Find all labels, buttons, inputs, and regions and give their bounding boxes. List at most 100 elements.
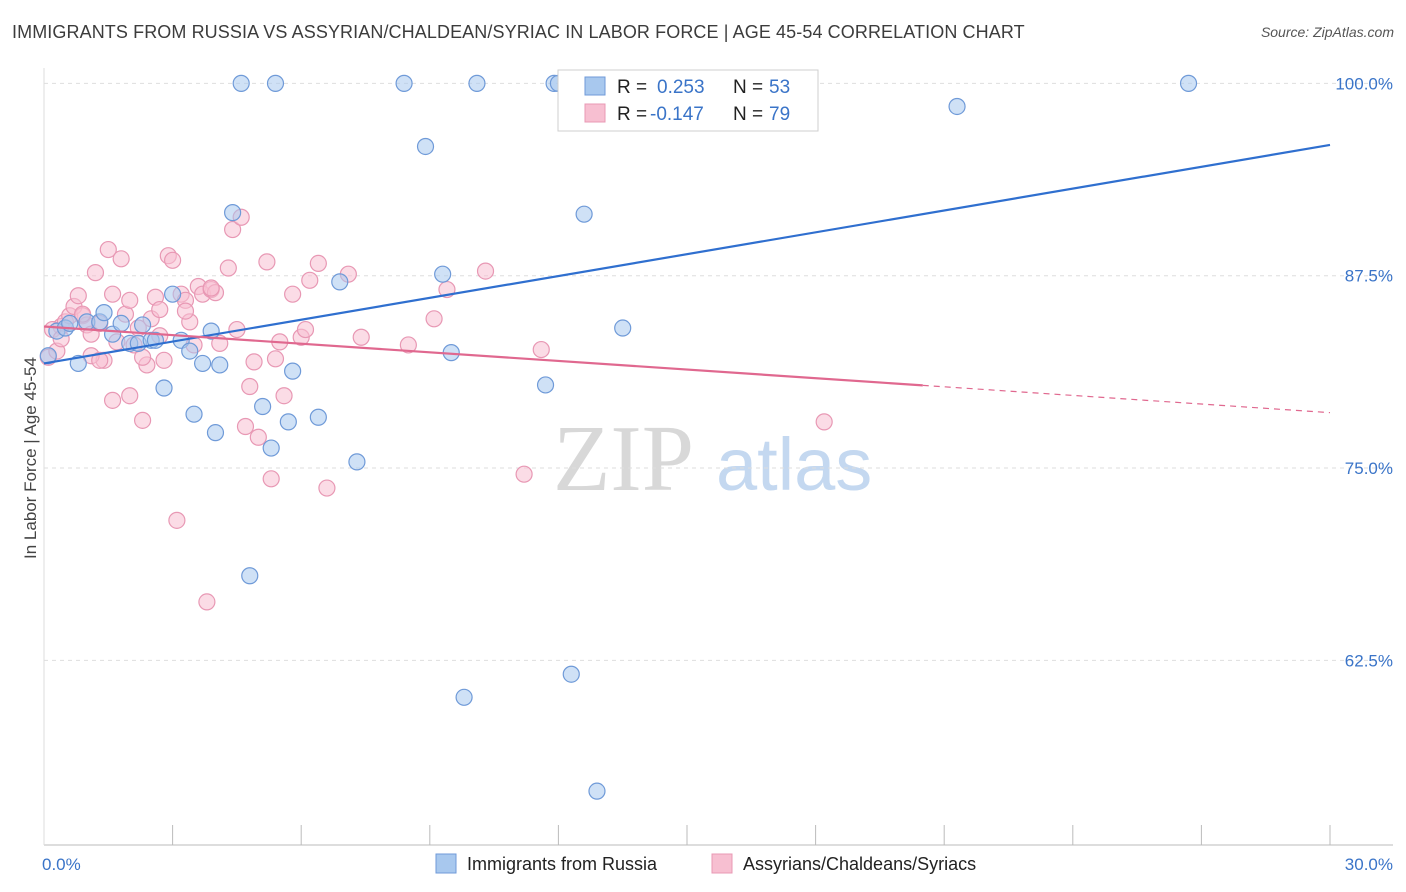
russia-point-40: [468, 74, 486, 92]
y-axis-label: In Labor Force | Age 45-54: [21, 357, 40, 559]
assyrians-point-29: [168, 511, 186, 529]
russia-point-18: [181, 342, 199, 360]
assyrians-point-70: [202, 279, 220, 297]
russia-point-4: [69, 354, 87, 373]
legend-label-russia: Immigrants from Russia: [467, 854, 658, 874]
assyrians-point-66: [815, 413, 833, 431]
stats-n-value-blue: 53: [769, 77, 790, 98]
russia-point-39: [455, 688, 473, 706]
russia-point-9: [112, 314, 130, 333]
assyrians-point-45: [245, 353, 263, 371]
legend-label-assyrians: Assyrians/Chaldeans/Syriacs: [743, 854, 976, 874]
source-credit: Source: ZipAtlas.com: [1260, 24, 1394, 40]
x-tick-label-min: 0.0%: [42, 855, 81, 874]
russia-point-44: [562, 665, 580, 683]
russia-point-27: [254, 397, 272, 416]
assyrians-point-57: [318, 479, 336, 497]
russia-point-45: [575, 205, 593, 223]
assyrians-point-48: [262, 470, 280, 488]
assyrians-point-54: [296, 320, 315, 339]
stats-n-label-pink: N =: [733, 104, 763, 125]
stats-swatch-blue: [584, 76, 606, 96]
assyrians-point-75: [121, 291, 139, 309]
russia-point-16: [164, 285, 182, 303]
bottom-legend: Immigrants from Russia Assyrians/Chaldea…: [435, 853, 976, 874]
assyrians-point-6: [69, 287, 87, 305]
assyrians-point-16: [112, 250, 130, 268]
russia-point-41: [536, 376, 555, 394]
russia-point-22: [206, 424, 225, 442]
legend-swatch-russia: [435, 853, 457, 874]
assyrians-point-40: [219, 259, 237, 277]
russia-point-48: [614, 319, 632, 337]
russia-point-20: [194, 354, 212, 373]
assyrians-point-14: [103, 391, 122, 409]
russia-point-15: [155, 379, 173, 397]
assyrians-point-25: [151, 300, 169, 319]
russia-point-25: [232, 74, 250, 92]
assyrians-point-46: [249, 428, 267, 446]
russia-point-19: [185, 405, 203, 423]
russia-point-37: [434, 265, 452, 283]
trend-lines: [43, 143, 1331, 414]
assyrians-point-56: [309, 254, 327, 273]
russia-point-32: [309, 408, 327, 426]
trend-line-assyrians-extension: [922, 384, 1331, 414]
russia-point-24: [224, 204, 242, 222]
assyrians-point-63: [476, 262, 495, 280]
assyrians-point-49: [266, 350, 285, 368]
assyrians-point-55: [301, 271, 319, 289]
assyrians-point-13: [99, 240, 117, 259]
assyrians-point-61: [425, 310, 443, 328]
stats-n-value-pink: 79: [769, 104, 790, 125]
stats-n-label-blue: N =: [733, 77, 763, 98]
stats-swatch-pink: [584, 103, 606, 123]
russia-point-31: [284, 362, 302, 380]
russia-point-28: [262, 439, 280, 457]
stats-r-label-pink: R =: [617, 104, 647, 125]
trend-line-assyrians: [43, 325, 923, 387]
russia-point-33: [331, 273, 349, 291]
assyrians-point-52: [284, 285, 302, 303]
russia-point-12: [133, 316, 152, 334]
russia-point-26: [241, 567, 259, 585]
russia-point-29: [266, 74, 285, 92]
watermark: ZIP atlas: [553, 407, 872, 511]
stats-r-label-blue: R =: [617, 77, 647, 98]
assyrians-point-60: [399, 336, 417, 354]
y-tick-label-0: 62.5%: [1345, 651, 1393, 670]
legend-swatch-assyrians: [711, 853, 733, 874]
assyrians-point-64: [515, 465, 533, 483]
assyrians-point-43: [236, 417, 255, 436]
trend-line-russia: [43, 143, 1331, 365]
assyrians-point-74: [176, 302, 195, 320]
assyrians-point-51: [275, 387, 293, 405]
stats-r-value-blue: 0.253: [657, 77, 705, 98]
russia-point-36: [416, 137, 435, 156]
stats-legend-box: R = 0.253 N = 53 R = -0.147 N = 79: [557, 69, 819, 132]
assyrians-point-21: [133, 411, 152, 429]
assyrians-point-28: [164, 251, 182, 269]
stats-r-value-pink: -0.147: [650, 104, 704, 125]
assyrians-point-65: [532, 340, 550, 359]
y-tick-label-2: 87.5%: [1345, 267, 1393, 286]
series-assyrians-points: [39, 208, 833, 611]
y-tick-label-3: 100.0%: [1335, 74, 1393, 93]
y-tick-label-1: 75.0%: [1345, 459, 1393, 478]
russia-point-51: [948, 97, 966, 116]
assyrians-point-72: [103, 285, 122, 303]
assyrians-point-26: [155, 351, 173, 369]
assyrians-point-76: [91, 351, 109, 369]
x-tick-label-max: 30.0%: [1345, 855, 1393, 874]
x-axis-ticks: [43, 825, 1331, 845]
russia-point-46: [588, 782, 606, 800]
russia-point-35: [395, 74, 413, 92]
assyrians-point-59: [352, 328, 370, 346]
y-axis-tick-labels: 62.5% 75.0% 87.5% 100.0%: [1335, 74, 1393, 670]
russia-point-52: [1179, 74, 1198, 92]
watermark-atlas: atlas: [716, 423, 872, 506]
chart-title: IMMIGRANTS FROM RUSSIA VS ASSYRIAN/CHALD…: [12, 22, 1025, 42]
russia-point-7: [95, 304, 113, 322]
assyrians-point-18: [121, 387, 139, 405]
